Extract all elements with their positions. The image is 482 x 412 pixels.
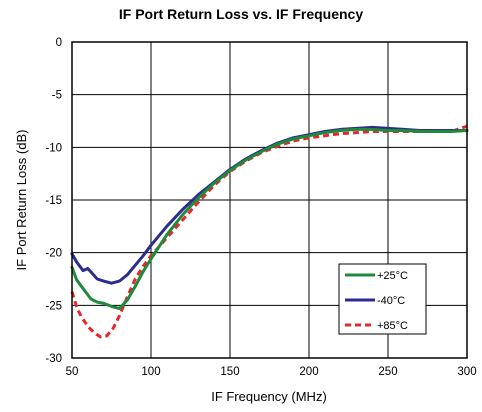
plot-frame [71,41,468,359]
y-tick-label-4: -20 [45,248,62,260]
y-tick-labels: 0 -5 -10 -15 -20 -25 -30 [45,37,62,365]
y-tick-label-5: -25 [45,300,62,312]
x-tick-label-2: 150 [220,366,239,378]
legend-label-2: +85°C [377,320,408,332]
x-tick-label-3: 200 [299,366,318,378]
x-tick-label-5: 300 [457,366,476,378]
x-tick-label-1: 100 [141,366,160,378]
x-tick-label-4: 250 [378,366,397,378]
y-tick-label-6: -30 [45,353,62,365]
y-tick-label-1: -5 [52,90,62,102]
y-tick-label-0: 0 [56,37,62,49]
x-tick-label-0: 50 [66,366,79,378]
series-line-0 [70,127,469,310]
y-tick-label-2: -10 [45,142,62,154]
legend-label-1: -40°C [377,295,405,307]
legend-label-0: +25°C [377,270,408,282]
y-tick-label-3: -15 [45,195,62,207]
chart-title: IF Port Return Loss vs. IF Frequency [119,6,363,22]
legend: +25°C -40°C +85°C [338,263,427,335]
x-axis-label: IF Frequency (MHz) [211,389,327,404]
y-axis-label: IF Port Return Loss (dB) [14,130,29,271]
series-layer [70,124,469,339]
x-tick-labels: 50 100 150 200 250 300 [66,366,477,378]
